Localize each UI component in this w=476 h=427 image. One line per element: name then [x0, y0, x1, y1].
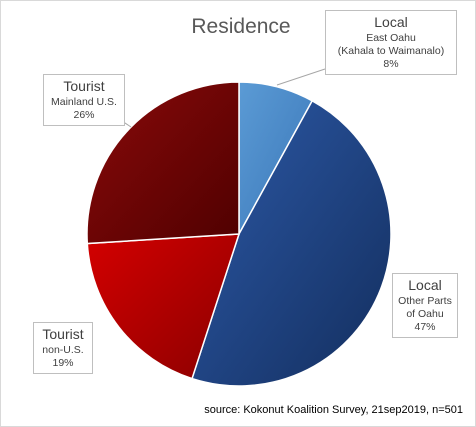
label-mainland-pct: 26%	[73, 108, 95, 121]
label-east-oahu-name: East Oahu	[366, 31, 416, 44]
label-other-oahu-sub: of Oahu	[406, 307, 444, 320]
pie-slice-other-parts	[191, 99, 392, 387]
label-east-oahu-pct: 8%	[383, 57, 399, 70]
label-other-oahu: Local Other Parts of Oahu 47%	[392, 273, 458, 338]
label-non-us-pct: 19%	[52, 356, 74, 369]
source-note: source: Kokonut Koalition Survey, 21sep2…	[204, 404, 463, 416]
label-east-oahu-group: Local	[374, 14, 408, 30]
label-mainland-group: Tourist	[63, 78, 105, 94]
label-non-us: Tourist non-U.S. 19%	[33, 322, 93, 374]
pie-slice-mainland-u-s-	[86, 81, 240, 245]
label-mainland-name: Mainland U.S.	[51, 95, 117, 108]
leader-line-east-oahu	[276, 68, 326, 86]
label-other-oahu-name: Other Parts	[398, 294, 452, 307]
pie-slice-non-u-s-	[86, 233, 241, 380]
label-east-oahu-sub: (Kahala to Waimanalo)	[337, 44, 445, 57]
label-other-oahu-group: Local	[408, 277, 442, 293]
label-non-us-group: Tourist	[42, 326, 84, 342]
label-non-us-name: non-U.S.	[42, 343, 84, 356]
label-other-oahu-pct: 47%	[414, 320, 436, 333]
chart-title: Residence	[191, 15, 291, 38]
label-east-oahu: Local East Oahu (Kahala to Waimanalo) 8%	[325, 10, 457, 75]
label-mainland: Tourist Mainland U.S. 26%	[43, 74, 125, 126]
